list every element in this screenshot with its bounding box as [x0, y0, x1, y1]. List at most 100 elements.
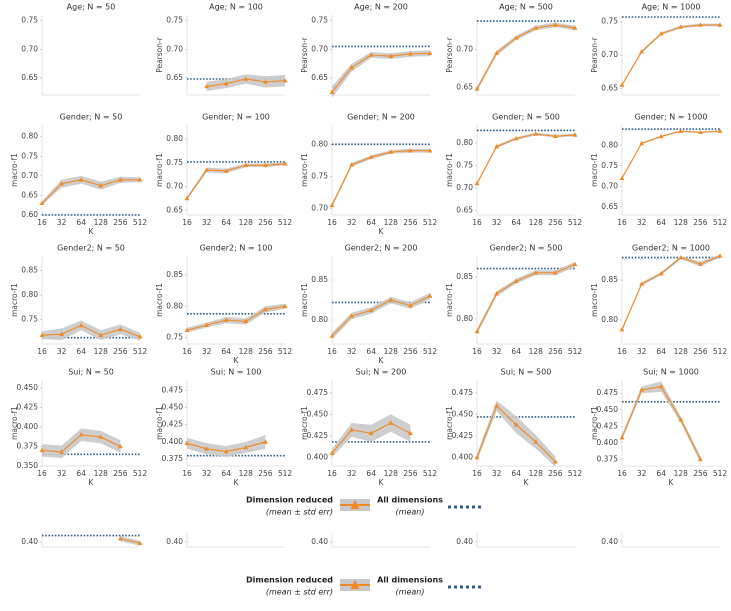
y-tick-label: 0.65 — [166, 73, 183, 82]
mean-marker — [494, 50, 499, 55]
y-tick-label: 0.80 — [21, 290, 38, 299]
mean-marker — [78, 432, 84, 437]
panel-title: Sui; N = 50 — [68, 368, 114, 377]
x-tick-label: 64 — [511, 347, 521, 356]
mean-marker — [513, 35, 519, 40]
mean-marker — [408, 51, 413, 56]
mean-marker — [349, 313, 354, 318]
x-tick-label: 32 — [202, 347, 212, 356]
y-tick-label: 0.400 — [452, 452, 474, 461]
mean-line — [41, 324, 141, 338]
error-band — [332, 148, 430, 208]
y-tick-label: 0.80 — [311, 139, 328, 148]
y-tick-label: 0.75 — [456, 161, 473, 170]
mean-marker — [118, 326, 123, 332]
x-tick-label: 128 — [529, 469, 544, 478]
mean-marker — [572, 261, 578, 267]
x-tick-label: 512 — [133, 347, 148, 356]
mean-marker — [639, 49, 644, 54]
y-tick-label: 0.80 — [166, 134, 183, 143]
legend-label: All dimensions — [377, 496, 443, 505]
y-tick-label: 0.70 — [456, 183, 473, 192]
y-tick-label: 0.75 — [166, 158, 183, 167]
panel-title: Age; N = 200 — [354, 3, 408, 12]
panel-title: Age; N = 500 — [499, 3, 553, 12]
error-band — [477, 132, 575, 185]
x-tick-label: 32 — [347, 469, 357, 478]
x-tick-label: 128 — [239, 347, 254, 356]
mean-marker — [368, 52, 374, 57]
panel-title: Age; N = 100 — [209, 3, 263, 12]
x-tick-label: 64 — [76, 347, 86, 356]
x-tick-label: 128 — [384, 347, 399, 356]
mean-marker — [118, 536, 123, 541]
error-band — [622, 130, 720, 179]
y-tick-label: 0.85 — [311, 275, 328, 284]
y-tick-label: 0.85 — [456, 272, 473, 281]
y-tick-label: 0.65 — [21, 190, 38, 199]
x-tick-label: 32 — [202, 469, 212, 478]
mean-marker — [474, 454, 480, 460]
x-tick-label: 64 — [76, 469, 86, 478]
mean-marker — [494, 403, 499, 408]
x-tick-label: 64 — [511, 469, 521, 478]
x-tick-label: 512 — [133, 469, 148, 478]
mean-marker — [658, 133, 664, 139]
mean-marker — [658, 31, 664, 36]
x-axis-label: K — [234, 478, 240, 487]
y-axis-label: Pearson-r — [300, 36, 309, 73]
x-tick-label: 512 — [568, 469, 583, 478]
mean-marker — [243, 444, 249, 450]
y-tick-label: 0.70 — [601, 50, 618, 59]
y-tick-label: 0.425 — [307, 431, 329, 440]
mean-marker — [184, 195, 190, 201]
legend-note: (mean ± std err) — [266, 508, 333, 517]
y-tick-label: 0.80 — [166, 301, 183, 310]
x-tick-label: 128 — [239, 218, 254, 227]
x-axis-label: K — [89, 227, 95, 236]
mean-line — [621, 24, 720, 86]
x-tick-label: 256 — [113, 218, 128, 227]
mean-marker — [619, 175, 625, 180]
x-tick-label: 128 — [674, 469, 689, 478]
mean-marker — [263, 306, 268, 312]
mean-marker — [223, 80, 229, 86]
y-tick-label: 0.80 — [601, 140, 618, 149]
x-tick-label: 16 — [472, 469, 482, 478]
legend-marker — [350, 500, 360, 509]
y-axis-label: macro-f1 — [155, 153, 164, 187]
mean-marker — [639, 140, 644, 146]
mean-marker — [137, 334, 143, 339]
legend-label: Dimension reduced — [246, 496, 333, 505]
mean-marker — [513, 422, 519, 427]
x-tick-label: 512 — [713, 347, 728, 356]
error-band — [206, 74, 285, 91]
mean-marker — [619, 327, 625, 332]
mean-line — [621, 386, 701, 460]
mean-marker — [553, 459, 558, 464]
mean-marker — [39, 447, 45, 453]
x-axis-label: K — [89, 478, 95, 487]
panel-title: Sui; N = 100 — [211, 368, 262, 377]
y-tick-label: 0.75 — [21, 315, 38, 324]
mean-marker — [427, 148, 433, 153]
panel-title: Gender; N = 50 — [60, 113, 123, 122]
x-tick-label: 64 — [366, 218, 376, 227]
y-tick-label: 0.65 — [21, 73, 38, 82]
mean-marker — [639, 387, 644, 392]
x-tick-label: 64 — [366, 347, 376, 356]
x-axis-label: K — [524, 478, 530, 487]
panel-title: Gender; N = 100 — [202, 113, 270, 122]
mean-marker — [388, 149, 394, 154]
mean-marker — [243, 76, 249, 81]
x-tick-label: 512 — [568, 218, 583, 227]
mean-marker — [263, 79, 268, 84]
mean-marker — [678, 255, 684, 260]
mean-marker — [349, 427, 354, 432]
x-tick-label: 128 — [94, 469, 109, 478]
mean-marker — [204, 322, 209, 327]
y-axis-label: macro-f1 — [10, 406, 19, 440]
x-tick-label: 128 — [384, 218, 399, 227]
mean-marker — [39, 200, 45, 206]
